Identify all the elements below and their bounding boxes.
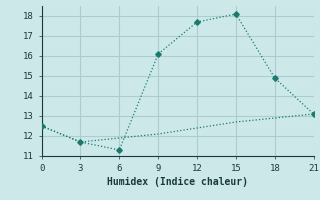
X-axis label: Humidex (Indice chaleur): Humidex (Indice chaleur) [107,177,248,187]
